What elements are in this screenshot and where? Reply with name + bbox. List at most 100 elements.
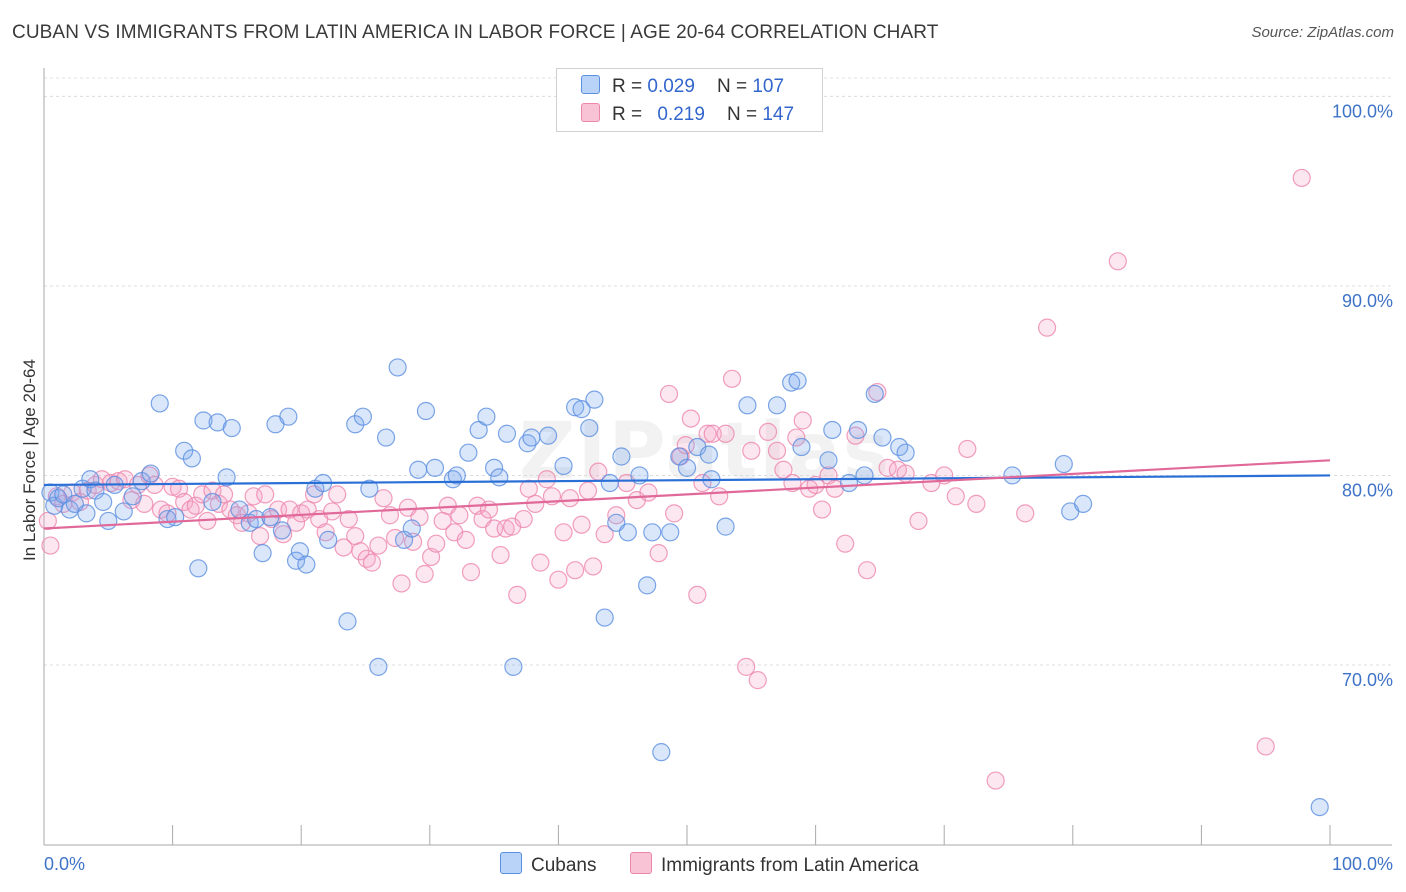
data-point (272, 521, 292, 540)
data-point (338, 612, 357, 631)
data-point (360, 479, 379, 498)
data-point (946, 487, 965, 506)
data-point (256, 485, 275, 504)
data-point (1108, 252, 1127, 271)
data-points (38, 168, 1329, 817)
data-point (848, 420, 868, 440)
gridlines (44, 77, 1392, 666)
data-point (94, 492, 113, 512)
data-point (1003, 466, 1022, 485)
data-point (793, 411, 812, 430)
y-tick-label: 90.0% (1342, 291, 1393, 311)
data-point (681, 409, 700, 428)
data-point (402, 519, 421, 538)
axes (43, 68, 1392, 846)
data-point (618, 523, 637, 542)
data-point (584, 557, 603, 576)
legend-swatch-immigrants (581, 103, 600, 122)
data-point (369, 536, 388, 555)
data-point (247, 509, 266, 529)
data-point (38, 511, 57, 531)
data-point (967, 494, 986, 513)
data-point (519, 479, 538, 498)
data-point (738, 396, 757, 415)
data-point (1310, 797, 1329, 817)
data-point (578, 481, 598, 500)
y-tick-label: 100.0% (1332, 101, 1393, 121)
data-point (351, 542, 370, 561)
data-point (823, 420, 842, 440)
data-point (114, 502, 133, 521)
data-point (566, 561, 585, 580)
tick-labels: 100.0% 90.0% 80.0% 70.0% 0.0% 100.0% (44, 101, 1393, 874)
data-point (607, 506, 626, 525)
data-point (865, 384, 884, 404)
data-point (175, 492, 194, 512)
data-point (857, 561, 877, 580)
data-point (652, 743, 671, 762)
data-point (792, 437, 811, 457)
data-point (141, 464, 160, 483)
data-point (522, 428, 541, 447)
data-point (554, 456, 573, 476)
data-point (346, 526, 365, 546)
data-point (716, 517, 735, 536)
data-point (693, 473, 712, 493)
data-point (376, 428, 396, 447)
data-point (566, 398, 585, 417)
data-point (346, 415, 365, 434)
data-point (461, 563, 481, 582)
data-point (782, 373, 801, 392)
data-point (909, 511, 928, 531)
data-point (339, 509, 358, 529)
legend-r-value: 0.029 (647, 76, 695, 97)
data-point (485, 458, 504, 477)
data-point (459, 443, 478, 462)
legend-label-immigrants: Immigrants from Latin America (661, 855, 919, 876)
data-point (737, 657, 756, 676)
data-point (166, 508, 185, 527)
data-point (688, 585, 707, 604)
legend-r-label: R = (612, 76, 643, 97)
legend-swatch-immigrants (630, 852, 652, 874)
y-tick-label: 80.0% (1342, 480, 1393, 500)
data-point (182, 449, 201, 468)
data-point (539, 426, 558, 445)
data-point (222, 418, 241, 438)
data-point (447, 466, 466, 485)
data-point (369, 657, 388, 676)
legend-row-cubans: R = 0.029 N = 107 (581, 75, 784, 98)
data-point (839, 473, 859, 493)
data-point (526, 494, 545, 513)
data-point (585, 390, 604, 409)
legend-row-immigrants: R = 0.219 N = 147 (581, 103, 794, 126)
data-point (514, 509, 533, 529)
data-point (958, 439, 977, 459)
data-point (788, 371, 807, 390)
data-point (427, 534, 446, 553)
data-point (896, 443, 915, 462)
data-point (194, 411, 213, 430)
data-point (710, 487, 729, 506)
legend-swatch-cubans (581, 75, 600, 94)
data-point (504, 657, 523, 676)
data-point (286, 551, 306, 570)
trend-lines (43, 459, 1331, 530)
data-point (253, 544, 272, 563)
legend-n-value: 107 (752, 76, 785, 97)
data-point (661, 523, 680, 542)
data-point (319, 530, 338, 549)
data-point (150, 394, 169, 413)
data-point (639, 483, 658, 502)
trend-line-cubans (43, 474, 1331, 487)
data-point (665, 504, 684, 523)
data-point (1073, 494, 1093, 513)
data-point (496, 519, 515, 538)
data-point (425, 458, 445, 477)
legend-label-cubans: Cubans (531, 855, 597, 876)
data-point (595, 525, 614, 544)
data-point (703, 424, 722, 443)
data-point (600, 473, 619, 493)
data-point (388, 358, 407, 377)
data-point (99, 511, 118, 531)
